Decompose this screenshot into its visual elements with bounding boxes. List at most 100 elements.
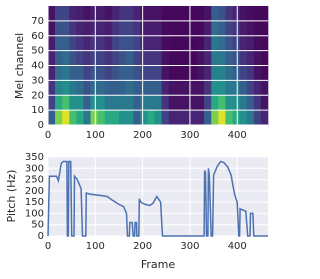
heatmap-cell <box>260 20 269 37</box>
heatmap-cell <box>104 65 113 81</box>
heatmap-cell <box>118 95 127 111</box>
heatmap-cell <box>161 6 169 22</box>
heatmap-cell <box>161 35 169 51</box>
heatmap-cell <box>154 20 162 37</box>
heatmap-cell <box>147 65 155 81</box>
heatmap-cell <box>175 35 184 51</box>
heatmap-cell <box>168 80 177 96</box>
heatmap-cell <box>48 95 56 111</box>
heatmap-cell <box>76 95 84 111</box>
heatmap-cell <box>168 35 177 51</box>
heatmap-cell <box>218 50 226 66</box>
heatmap-cell <box>211 65 219 81</box>
heatmap-cell <box>62 65 70 81</box>
heatmap-cell <box>253 35 262 51</box>
heatmap-cell <box>104 6 113 22</box>
y-tick-label: 350 <box>25 152 44 163</box>
heatmap-cell <box>69 80 77 96</box>
heatmap-cell <box>225 95 233 111</box>
heatmap-cell <box>218 110 226 126</box>
heatmap-cell <box>118 65 127 81</box>
heatmap-cell <box>111 50 120 66</box>
y-tick-label: 40 <box>31 61 44 72</box>
heatmap-cell <box>154 95 162 111</box>
heatmap-cell <box>55 80 63 96</box>
heatmap-cell <box>239 35 248 51</box>
heatmap-cell <box>118 20 127 37</box>
heatmap-cell <box>204 65 212 81</box>
heatmap-cell <box>232 110 240 126</box>
heatmap-cell <box>204 6 212 22</box>
heatmap-cell <box>161 110 169 126</box>
heatmap-cell <box>225 6 233 22</box>
heatmap-cell <box>55 35 63 51</box>
heatmap-cell <box>140 110 148 126</box>
heatmap-cell <box>126 65 134 81</box>
heatmap-cell <box>90 6 98 22</box>
heatmap-cell <box>225 65 233 81</box>
x-tick-label: 0 <box>45 130 51 141</box>
heatmap-cell <box>246 20 255 37</box>
heatmap-cell <box>140 50 148 66</box>
heatmap-cell <box>225 20 233 37</box>
heatmap-cell <box>69 95 77 111</box>
heatmap-cell <box>48 50 56 66</box>
heatmap-cell <box>133 110 141 126</box>
heatmap-cell <box>189 65 198 81</box>
heatmap-cell <box>83 95 91 111</box>
y-tick-label: 200 <box>25 186 44 197</box>
heatmap-cell <box>48 110 56 126</box>
y-tick-label: 50 <box>31 220 44 231</box>
heatmap-cell <box>140 20 148 37</box>
heatmap-cell <box>147 80 155 96</box>
heatmap-cell <box>118 6 127 22</box>
heatmap-cell <box>118 50 127 66</box>
heatmap-cell <box>133 35 141 51</box>
y-tick-label: 0 <box>38 231 44 242</box>
heatmap-cell <box>126 110 134 126</box>
heatmap-cell <box>76 50 84 66</box>
heatmap-cell <box>218 65 226 81</box>
heatmap-cell <box>182 35 191 51</box>
heatmap-cell <box>104 20 113 37</box>
heatmap-cell <box>225 110 233 126</box>
y-tick-label: 20 <box>31 90 44 101</box>
heatmap-cell <box>48 80 56 96</box>
heatmap-cell <box>161 65 169 81</box>
heatmap-cell <box>83 20 91 37</box>
heatmap-cell <box>111 6 120 22</box>
heatmap-cell <box>154 35 162 51</box>
heatmap-cell <box>246 6 255 22</box>
heatmap-cell <box>260 50 269 66</box>
heatmap-cell <box>232 80 240 96</box>
heatmap-cell <box>69 20 77 37</box>
heatmap-cell <box>140 6 148 22</box>
heatmap-cell <box>211 80 219 96</box>
heatmap-cell <box>62 80 70 96</box>
heatmap-cell <box>232 6 240 22</box>
heatmap-cell <box>246 95 255 111</box>
heatmap-cell <box>239 6 248 22</box>
heatmap-cell <box>182 50 191 66</box>
heatmap-cell <box>260 65 269 81</box>
heatmap-cell <box>182 95 191 111</box>
x-tick-label: 100 <box>86 241 105 252</box>
heatmap-cell <box>182 80 191 96</box>
heatmap-cell <box>118 80 127 96</box>
heatmap-cell <box>111 35 120 51</box>
y-tick-label: 300 <box>25 163 44 174</box>
heatmap-cell <box>189 35 198 51</box>
plot-background <box>48 157 268 236</box>
heatmap-cell <box>239 95 248 111</box>
heatmap-cell <box>211 35 219 51</box>
heatmap-cell <box>111 95 120 111</box>
heatmap-cell <box>168 95 177 111</box>
x-tick-label: 300 <box>180 241 199 252</box>
x-tick-label: 200 <box>133 130 152 141</box>
heatmap-cell <box>69 110 77 126</box>
heatmap-cell <box>253 20 262 37</box>
x-axis-label: Frame <box>141 258 176 271</box>
heatmap-cell <box>175 95 184 111</box>
heatmap-cell <box>48 35 56 51</box>
heatmap-cell <box>197 20 205 37</box>
